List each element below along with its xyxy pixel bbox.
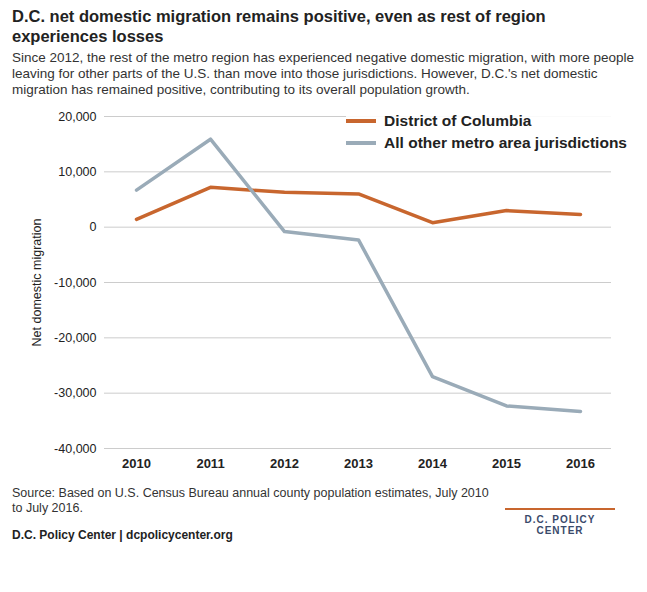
svg-text:2012: 2012: [270, 456, 299, 471]
html-text:Source: Based on U.S. Census B: Source: Based on U.S. Census Bureau annu…: [12, 486, 489, 515]
svg-text:2015: 2015: [492, 456, 521, 471]
html-text:Since 2012, the rest of the me: Since 2012, the rest of the metro region…: [12, 50, 635, 97]
html-text:D.C. POLICY CENTER: D.C. POLICY CENTER: [524, 514, 596, 536]
html-text:All other metro area jurisdict: All other metro area jurisdictions: [384, 134, 627, 151]
svg-text:2010: 2010: [122, 456, 151, 471]
svg-text:-40,000: -40,000: [54, 442, 96, 456]
svg-text:2013: 2013: [344, 456, 373, 471]
svg-text:Net domestic migration: Net domestic migration: [30, 219, 44, 347]
svg-text:0: 0: [90, 220, 97, 234]
svg-text:-30,000: -30,000: [54, 386, 96, 400]
svg-text:20,000: 20,000: [58, 110, 96, 124]
svg-text:-20,000: -20,000: [54, 331, 96, 345]
svg-text:2011: 2011: [196, 456, 224, 471]
svg-text:2016: 2016: [566, 456, 595, 471]
html-text:D.C. Policy Center | dcpolicyc: D.C. Policy Center | dcpolicycenter.org: [12, 528, 233, 542]
svg-text:10,000: 10,000: [58, 165, 96, 179]
html-text:District of Columbia: District of Columbia: [384, 112, 532, 129]
svg-text:-10,000: -10,000: [54, 276, 96, 290]
svg-text:2014: 2014: [418, 456, 448, 471]
html-text:D.C. net domestic migration re: D.C. net domestic migration remains posi…: [12, 7, 546, 45]
